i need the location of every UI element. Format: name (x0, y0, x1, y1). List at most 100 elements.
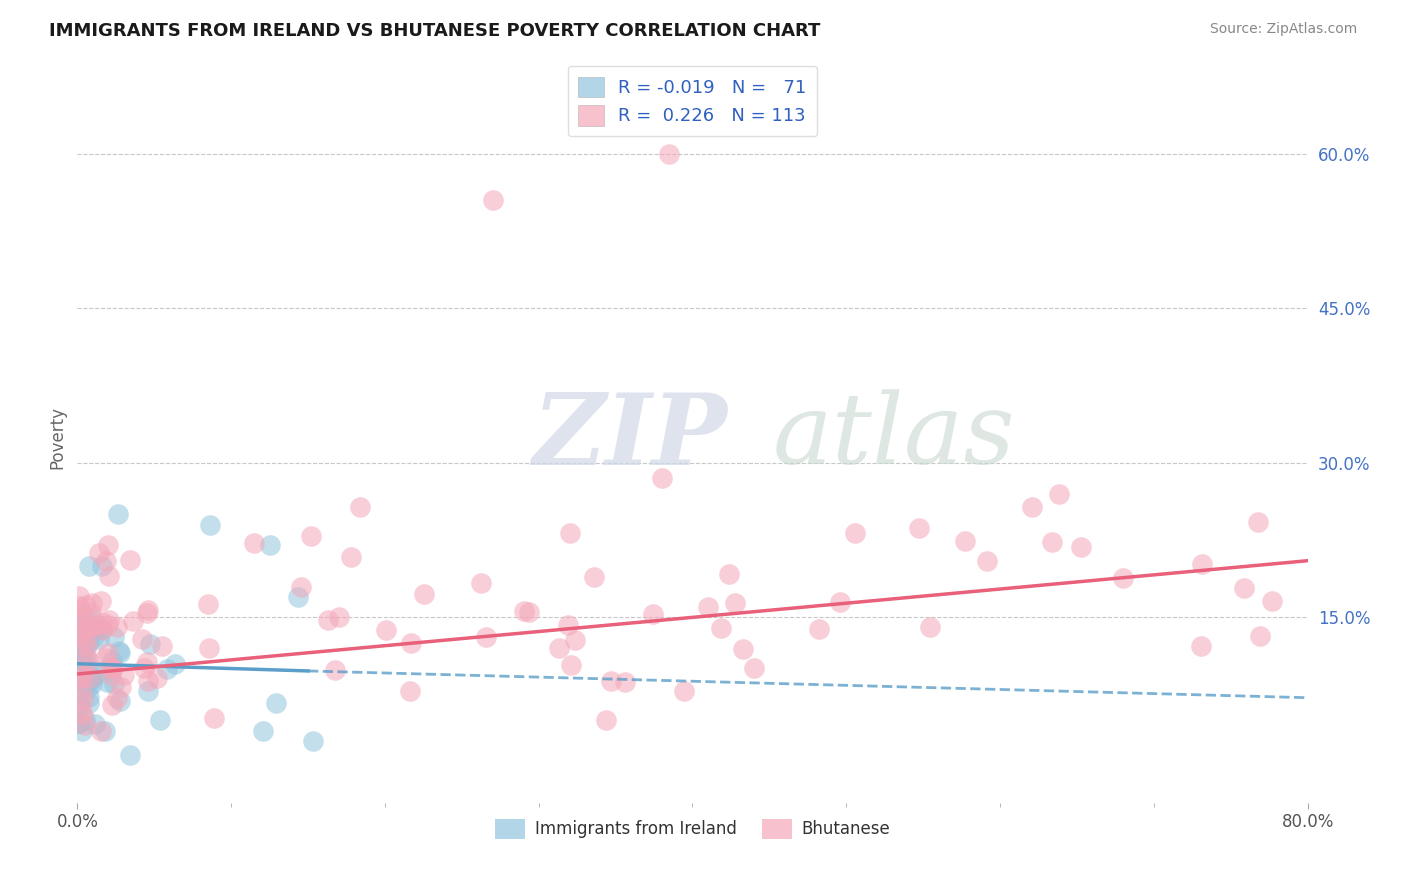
Point (150, 639, 173, 653)
Point (301, 734, 323, 748)
Point (976, 554, 998, 568)
Point (69, 668, 91, 682)
Point (907, 521, 929, 535)
Point (67, 695, 90, 709)
Point (120, 747, 142, 762)
Point (76, 676, 98, 690)
Point (600, 674, 623, 689)
Point (672, 684, 695, 698)
Point (149, 713, 172, 727)
Point (69, 635, 91, 649)
Point (264, 696, 287, 710)
Point (75, 652, 97, 666)
Point (75, 649, 97, 664)
Point (136, 655, 159, 669)
Point (844, 525, 866, 540)
Point (564, 633, 586, 648)
Point (110, 646, 132, 660)
Point (69, 624, 91, 639)
Point (76, 640, 98, 654)
Point (558, 526, 581, 541)
Point (1249, 629, 1271, 643)
Point (374, 624, 396, 638)
Point (72, 693, 94, 707)
Point (134, 661, 156, 675)
Legend: Immigrants from Ireland, Bhutanese: Immigrants from Ireland, Bhutanese (488, 812, 897, 846)
Point (77, 654, 100, 668)
Point (517, 605, 540, 619)
Point (136, 673, 159, 688)
Point (399, 636, 422, 650)
Point (70, 615, 93, 630)
Point (118, 553, 141, 567)
Point (77, 681, 100, 695)
Point (97, 568, 120, 582)
Point (73, 656, 96, 670)
Point (112, 668, 135, 682)
Point (79, 606, 101, 620)
Point (72, 640, 94, 655)
Point (77, 558, 100, 573)
Point (259, 538, 281, 552)
Point (69, 699, 91, 714)
Point (70, 626, 93, 640)
Point (80, 673, 103, 687)
Point (77, 668, 100, 682)
Point (97, 617, 120, 632)
Text: Source: ZipAtlas.com: Source: ZipAtlas.com (1209, 22, 1357, 37)
Point (70, 613, 93, 627)
Point (733, 642, 755, 657)
Point (548, 641, 571, 656)
Point (73, 607, 96, 622)
Point (69, 602, 91, 616)
Point (69, 665, 91, 679)
Point (70, 649, 93, 664)
Point (69, 673, 91, 687)
Point (413, 586, 436, 600)
Point (77, 690, 100, 705)
Point (470, 576, 492, 591)
Point (641, 607, 664, 621)
Point (252, 723, 274, 738)
Point (287, 590, 309, 604)
Point (1021, 500, 1043, 515)
Text: IMMIGRANTS FROM IRELAND VS BHUTANESE POVERTY CORRELATION CHART: IMMIGRANTS FROM IRELAND VS BHUTANESE POV… (49, 22, 821, 40)
Point (82, 596, 104, 610)
Point (121, 615, 143, 629)
Y-axis label: Poverty: Poverty (48, 406, 66, 468)
Point (105, 620, 128, 634)
Point (724, 596, 747, 610)
Point (70, 723, 93, 738)
Point (72, 707, 94, 722)
Point (242, 536, 264, 550)
Point (146, 672, 169, 686)
Point (67, 650, 90, 665)
Point (67, 671, 90, 685)
Point (75, 661, 97, 675)
Point (136, 603, 159, 617)
Point (73, 610, 96, 624)
Point (67, 673, 90, 687)
Point (200, 517, 222, 532)
Point (67, 589, 90, 603)
Point (72, 670, 94, 684)
Point (70, 686, 93, 700)
Point (717, 566, 740, 581)
Point (101, 654, 124, 668)
Point (77, 696, 100, 710)
Point (512, 604, 534, 618)
Point (107, 644, 129, 658)
Point (75, 620, 97, 634)
Point (1247, 515, 1270, 529)
Point (560, 658, 582, 673)
Point (70, 627, 93, 641)
Point (75, 598, 97, 612)
Point (658, 146, 681, 161)
Point (156, 662, 179, 676)
Point (91, 622, 114, 636)
Point (1233, 581, 1256, 595)
Point (84, 668, 107, 682)
Point (557, 618, 579, 632)
Point (97, 538, 120, 552)
Point (90, 594, 112, 608)
